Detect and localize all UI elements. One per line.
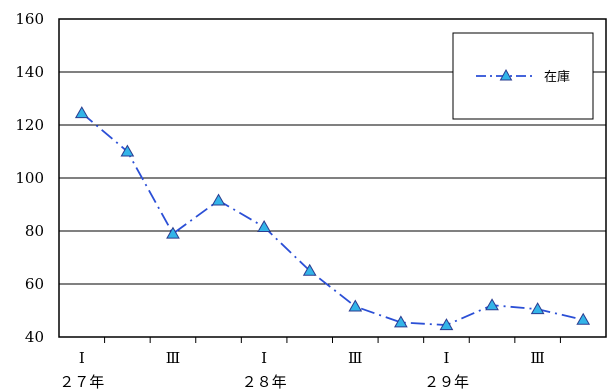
x-year-label: ２８年 [242,373,287,391]
x-quarter-label: Ⅰ [79,349,85,367]
x-axis-year-labels: ２７年 ２８年 ２９年 [59,373,469,391]
series-markers [74,106,591,331]
data-point-marker [74,106,89,119]
x-quarter-label: Ⅰ [261,349,267,367]
y-tick-label: 40 [25,328,44,346]
x-axis-ticks [104,337,561,343]
y-tick-label: 160 [15,10,44,28]
y-axis-tick-labels: 160 140 120 100 80 60 40 [15,10,44,346]
y-tick-label: 140 [15,63,44,81]
data-point-marker [485,298,499,311]
legend: 在庫 [452,32,594,120]
data-point-marker [394,315,408,328]
legend-label: 在庫 [544,70,570,85]
series-line-zaiko [81,112,584,326]
data-point-marker [257,220,271,233]
data-point-marker [211,193,226,206]
data-point-marker [166,226,180,239]
y-tick-label: 120 [15,116,44,134]
x-axis-quarter-labels: Ⅰ Ⅲ Ⅰ Ⅲ Ⅰ Ⅲ [79,349,545,367]
legend-marker-triangle [499,68,513,81]
x-quarter-label: Ⅲ [348,349,362,367]
x-quarter-label: Ⅲ [166,349,180,367]
y-tick-label: 60 [25,275,44,293]
data-point-marker [530,302,545,315]
y-tick-label: 100 [15,169,44,187]
data-point-marker [348,299,363,312]
x-quarter-label: Ⅲ [530,349,544,367]
data-point-marker [120,144,135,157]
y-tick-label: 80 [25,222,44,240]
x-quarter-label: Ⅰ [443,349,449,367]
data-point-marker [576,312,591,325]
x-year-label: ２７年 [59,373,104,391]
data-point-marker [302,263,317,276]
x-year-label: ２９年 [424,373,469,391]
data-point-marker [439,318,454,331]
